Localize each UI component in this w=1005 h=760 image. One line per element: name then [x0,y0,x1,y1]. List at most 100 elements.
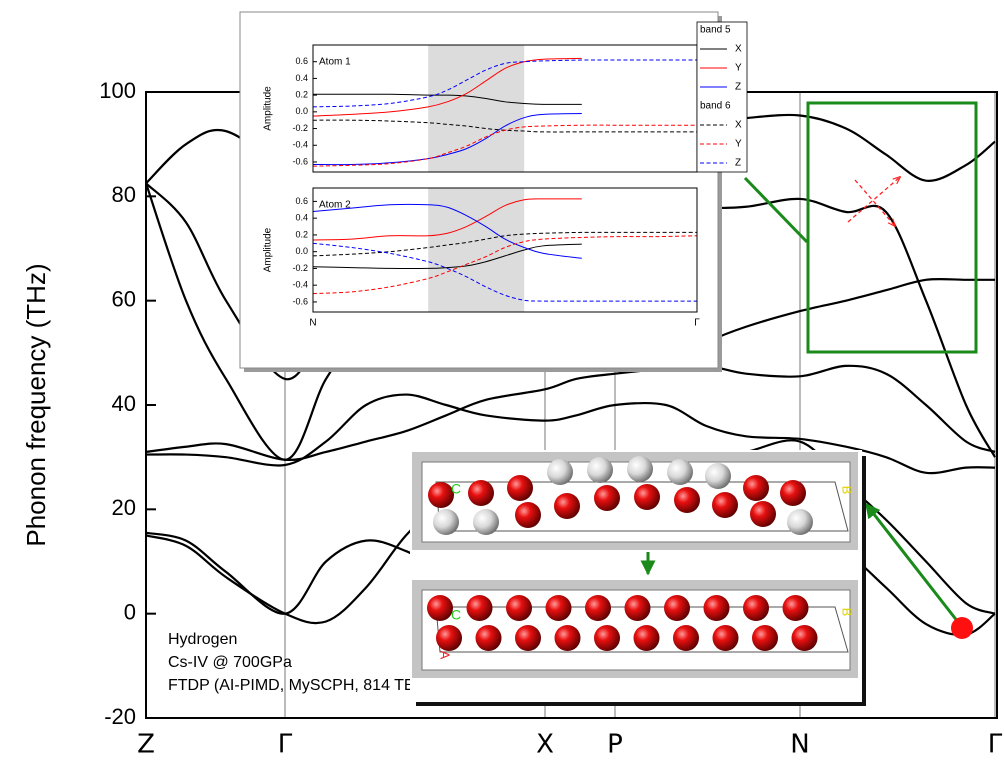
hydrogen-atom [545,595,572,621]
y-tick-label: -0.6 [292,156,308,166]
y-axis-title: Phonon frequency (THz) [21,263,51,546]
hydrogen-atom [634,484,660,510]
band-line [312,235,698,295]
y-tick-label: 40 [112,391,136,416]
atoms [427,456,818,651]
hydrogen-atom [466,595,493,621]
y-tick-label: -0.4 [292,140,308,150]
y-axis-title: Amplitude [263,86,274,131]
y-tick-label: 60 [112,286,136,311]
y-tick-label: 0.2 [295,90,308,100]
hydrogen-atom [515,625,541,651]
axis-label: C [451,607,461,623]
hydrogen-atom [468,480,494,506]
hydrogen-atom [752,625,778,651]
hydrogen-atom-white [473,509,499,535]
hydrogen-atom [782,595,809,621]
hydrogen-atom-white [787,509,813,535]
legend-label: Y [735,63,742,74]
band-line [313,93,582,105]
axis-label: B [840,608,855,617]
zoom-box [806,101,978,354]
y-tick-label: 0.4 [295,213,308,223]
legend-box [696,21,748,173]
band-line [312,243,582,270]
y-tick-label: -0.2 [292,263,308,273]
band-line [145,393,996,475]
y-tick-label: -20 [104,704,136,729]
y-tick-label: -0.6 [292,296,308,306]
hydrogen-atom-white [705,463,731,489]
hydrogen-atom [673,625,699,651]
plot-frame [312,187,698,313]
legend-label: Y [735,139,742,150]
axis-label: C [451,481,461,497]
x-tick-label: Z [137,730,155,760]
hydrogen-atom [750,501,776,527]
hydrogen-atom [554,493,580,519]
band-line [312,198,582,241]
band-line [312,57,582,117]
connector [743,176,809,244]
legend-label: Z [735,158,741,169]
x-tick-label: N [790,730,809,760]
hydrogen-atom-white [667,459,693,485]
y-tick-label: -0.4 [292,280,308,290]
hydrogen-atom [743,475,769,501]
legend-group: band 6 [700,101,731,112]
y-tick-label: 0.0 [295,106,308,116]
y-tick-label: -0.2 [292,123,308,133]
hydrogen-atom [674,487,700,513]
hydrogen-atom [436,625,462,651]
panel-title: Atom 1 [319,57,351,68]
crossing-arrow [854,179,895,226]
band-line [312,242,697,302]
amplitude-inset: -0.6 -0.4 -0.2 0.0 0.2 0.4 0.6 Amplitude Atom 1 b… [239,11,748,372]
hydrogen-atom [507,475,533,501]
hydrogen-atom [712,492,738,518]
crossing-arrow [847,177,900,223]
y-tick-label: 0.0 [295,246,308,256]
band-line [312,59,697,108]
x-tick-label: Γ [278,730,293,760]
x-tick-label: Γ [988,730,1003,760]
hydrogen-atom [506,595,532,621]
axis-label: B [840,486,855,495]
y-tick-label: 0.4 [295,73,308,83]
y-tick-label: 100 [99,78,136,103]
legend-label: Z [735,82,741,93]
hydrogen-atom [624,595,651,621]
highlight-region [428,45,525,172]
panel-title: Atom 2 [319,200,351,211]
hydrogen-atom [712,625,739,651]
hydrogen-atom [633,625,660,651]
hydrogen-atom-white [547,459,573,485]
y-tick-label: 0.2 [295,229,308,239]
y-axis-title: Amplitude [263,227,274,272]
band-line [312,113,582,166]
x-tick-label: N [309,318,316,329]
hydrogen-atom [780,480,806,506]
x-tick-label: Γ [694,318,700,329]
hydrogen-atom [427,595,453,621]
hydrogen-atom-white [627,456,653,482]
annotation: Hydrogen [168,631,237,648]
x-tick-label: X [536,730,554,760]
y-tick-label: 0.6 [295,196,308,206]
y-tick-label: 0 [124,599,136,624]
hydrogen-atom [594,485,620,511]
annotation: Cs-IV @ 700GPa [168,654,292,671]
hydrogen-atom-white [587,457,613,483]
band-line [312,124,697,167]
highlight-region [428,188,525,312]
structure-inset: C B C B A [410,450,866,706]
band-line [312,203,582,259]
hydrogen-atom [743,595,769,621]
legend-label: X [735,44,742,55]
mode-marker [951,617,973,639]
hydrogen-atom-white [433,509,459,535]
axis-label: A [438,651,453,660]
hydrogen-atom [475,625,502,651]
x-tick-label: P [607,730,623,760]
annotation: FTDP (AI-PIMD, MySCPH, 814 TECs) [168,677,439,694]
